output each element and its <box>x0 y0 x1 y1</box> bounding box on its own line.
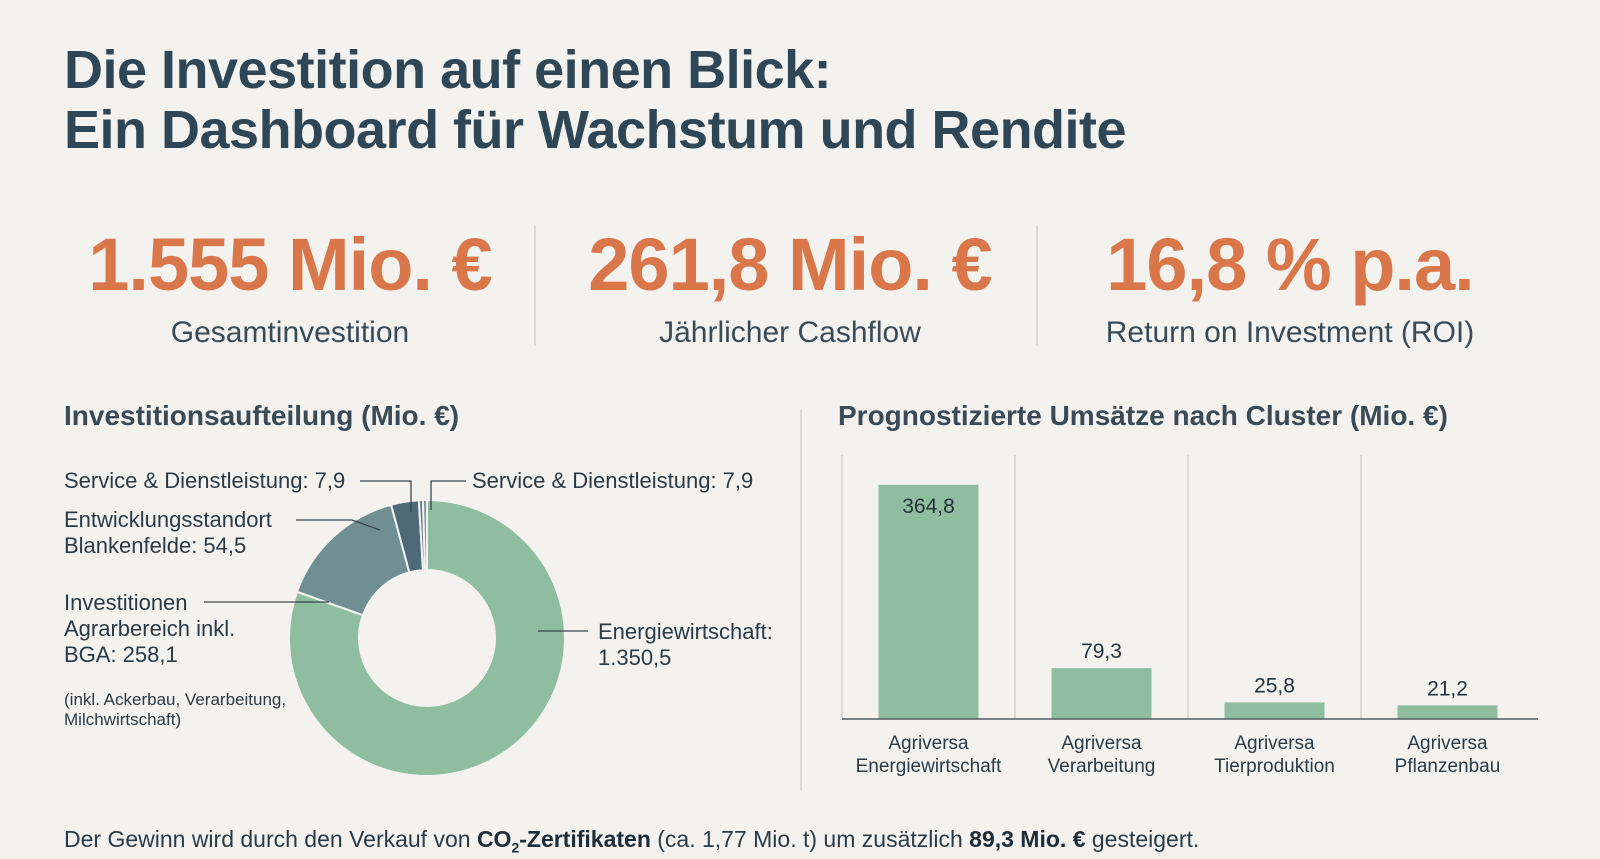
bar-category-label: Verarbeitung <box>1048 756 1156 777</box>
bar-category-label: Tierproduktion <box>1214 756 1335 777</box>
kpi-value: 16,8 % p.a. <box>1106 223 1474 306</box>
pie-label-service-a: Service & Dienstleistung: 7,9 <box>64 468 346 493</box>
pie-label-entwicklung: Entwicklungsstandort Blankenfelde: 54,5 <box>64 507 272 558</box>
kpi-roi: 16,8 % p.a. Return on Investment (ROI) <box>1040 220 1540 350</box>
pie-chart <box>204 480 588 777</box>
bar-value-label: 25,8 <box>1254 674 1295 697</box>
pie-label-agrar: Investitionen Agrarbereich inkl. BGA: 25… <box>64 590 236 667</box>
pie-section-title: Investitionsaufteilung (Mio. €) <box>64 400 460 431</box>
bar-category-label: Agriversa <box>1407 733 1488 754</box>
bar-category-label: Agriversa <box>1061 733 1142 754</box>
kpi-divider <box>534 226 536 346</box>
section-divider <box>800 410 802 790</box>
page-title: Die Investition auf einen Blick: Ein Das… <box>64 40 1127 160</box>
bar-chart: 364,8AgriversaEnergiewirtschaft79,3Agriv… <box>841 455 1538 777</box>
kpi-label: Jährlicher Cashflow <box>659 316 921 349</box>
kpi-value: 261,8 Mio. € <box>588 223 992 306</box>
kpi-row: 1.555 Mio. € Gesamtinvestition 261,8 Mio… <box>40 220 1560 350</box>
bar-3 <box>1224 702 1325 719</box>
bar-category-label: Agriversa <box>1234 733 1315 754</box>
pie-label-energie: Energiewirtschaft: 1.350,5 <box>598 619 773 670</box>
kpi-total-investment: 1.555 Mio. € Gesamtinvestition <box>40 220 540 350</box>
title-line-1: Die Investition auf einen Blick: <box>64 40 832 100</box>
bar-value-label: 21,2 <box>1427 677 1468 700</box>
leader-line-entwicklung <box>296 519 381 531</box>
pie-slice-agrar <box>295 503 411 617</box>
kpi-value: 1.555 Mio. € <box>88 223 492 306</box>
leader-line-service-b <box>430 480 466 510</box>
bar-2 <box>1051 668 1152 719</box>
pie-slice-service-b <box>421 498 428 572</box>
kpi-divider <box>1036 226 1038 346</box>
bar-category-label: Pflanzenbau <box>1395 756 1501 777</box>
kpi-cashflow: 261,8 Mio. € Jährlicher Cashflow <box>540 220 1040 350</box>
footer-note: Der Gewinn wird durch den Verkauf von CO… <box>64 826 1200 856</box>
kpi-label: Gesamtinvestition <box>170 316 410 349</box>
pie-slice-energie <box>288 498 566 777</box>
bar-value-label: 79,3 <box>1081 640 1122 663</box>
bar-category-label: Energiewirtschaft <box>856 756 1002 777</box>
pie-note-agrar: (inkl. Ackerbau, Verarbeitung, Milchwirt… <box>64 690 287 729</box>
bar-4 <box>1397 705 1498 719</box>
title-line-2: Ein Dashboard für Wachstum und Rendite <box>64 100 1127 160</box>
bar-value-label: 364,8 <box>902 495 955 518</box>
kpi-label: Return on Investment (ROI) <box>1105 316 1475 349</box>
bar-section-title: Prognostizierte Umsätze nach Cluster (Mi… <box>838 400 1448 431</box>
leader-line-service-a <box>360 480 412 512</box>
bar-category-label: Agriversa <box>888 733 969 754</box>
pie-label-service-b: Service & Dienstleistung: 7,9 <box>472 468 754 493</box>
bar-1 <box>878 484 979 719</box>
